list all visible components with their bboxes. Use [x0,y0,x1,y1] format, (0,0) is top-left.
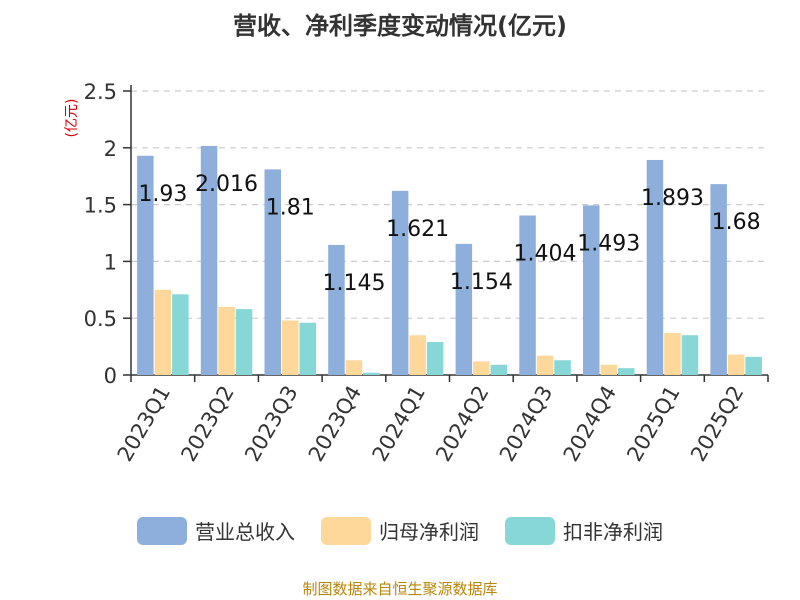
data-label: 1.404 [514,242,577,267]
bar-net-profit [345,360,363,375]
data-label: 1.893 [641,186,704,211]
bar-deducted-net-profit [426,342,444,375]
legend-swatch [321,516,371,545]
x-tick-label: 2023Q4 [304,382,366,466]
legend-swatch [505,516,555,545]
y-tick-label: 1.5 [84,194,117,218]
legend: 营业总收入 归母净利润 扣非净利润 [0,516,800,545]
bar-revenue [391,190,409,375]
data-label: 1.81 [266,195,315,220]
legend-item[interactable]: 营业总收入 [137,516,295,545]
y-axis-label: (亿元) [64,99,80,138]
data-label: 1.621 [386,217,449,242]
bar-net-profit [727,354,745,375]
x-tick-label: 2023Q1 [113,382,175,466]
x-tick-label: 2024Q1 [368,382,430,466]
data-label: 1.68 [712,210,761,235]
bar-revenue [519,215,536,375]
bar-net-profit [536,355,554,375]
bar-net-profit [282,320,299,375]
legend-label: 归母净利润 [379,520,479,544]
x-tick-label: 2024Q4 [559,382,621,466]
chart-title: 营收、净利季度变动情况(亿元) [233,12,567,40]
bar-deducted-net-profit [299,322,316,375]
bar-net-profit [409,335,426,375]
legend-label: 扣非净利润 [563,520,663,544]
x-tick-label: 2024Q3 [495,382,557,466]
bar-net-profit [473,361,490,375]
bar-revenue [710,184,727,375]
bar-chart: 0 0.5 1 1.5 2 2.5(亿元) 1.93 2023Q1 2.016 2023Q2 1.8… [64,80,769,466]
bar-deducted-net-profit [554,360,571,375]
y-tick-label: 0.5 [84,307,117,331]
data-label: 1.93 [138,182,187,207]
bar-deducted-net-profit [363,372,380,375]
legend-swatch [137,516,187,545]
data-label: 1.154 [450,270,513,295]
bar-deducted-net-profit [681,335,699,375]
data-label: 1.145 [322,271,385,296]
bar-revenue [583,205,600,375]
x-tick-label: 2023Q3 [240,382,302,466]
x-tick-label: 2025Q2 [686,382,748,466]
x-tick-label: 2023Q2 [176,382,238,466]
bar-net-profit [664,332,681,375]
bar-revenue [646,159,664,375]
bar-net-profit [600,364,617,375]
bar-deducted-net-profit [490,364,508,375]
data-label: 2.016 [195,172,258,197]
y-tick-label: 1 [104,250,117,274]
legend-item[interactable]: 归母净利润 [321,516,479,545]
bar-revenue [137,155,154,375]
y-tick-label: 2.5 [84,80,117,104]
bar-deducted-net-profit [618,368,635,375]
y-tick-label: 2 [104,137,117,161]
bar-revenue [455,243,473,375]
y-tick-label: 0 [104,364,117,388]
x-tick-label: 2024Q2 [431,382,493,466]
bar-revenue [328,244,345,375]
bar-deducted-net-profit [235,309,253,375]
bar-revenue [200,145,218,375]
bar-deducted-net-profit [745,356,762,375]
bar-deducted-net-profit [172,294,189,375]
source-note: 制图数据来自恒生聚源数据库 [302,580,498,598]
bar-revenue [264,169,281,375]
data-label: 1.493 [577,231,640,256]
bar-net-profit [154,289,172,375]
legend-label: 营业总收入 [195,520,295,544]
bar-net-profit [218,306,235,375]
legend-item[interactable]: 扣非净利润 [505,516,663,545]
x-tick-label: 2025Q1 [622,382,684,466]
